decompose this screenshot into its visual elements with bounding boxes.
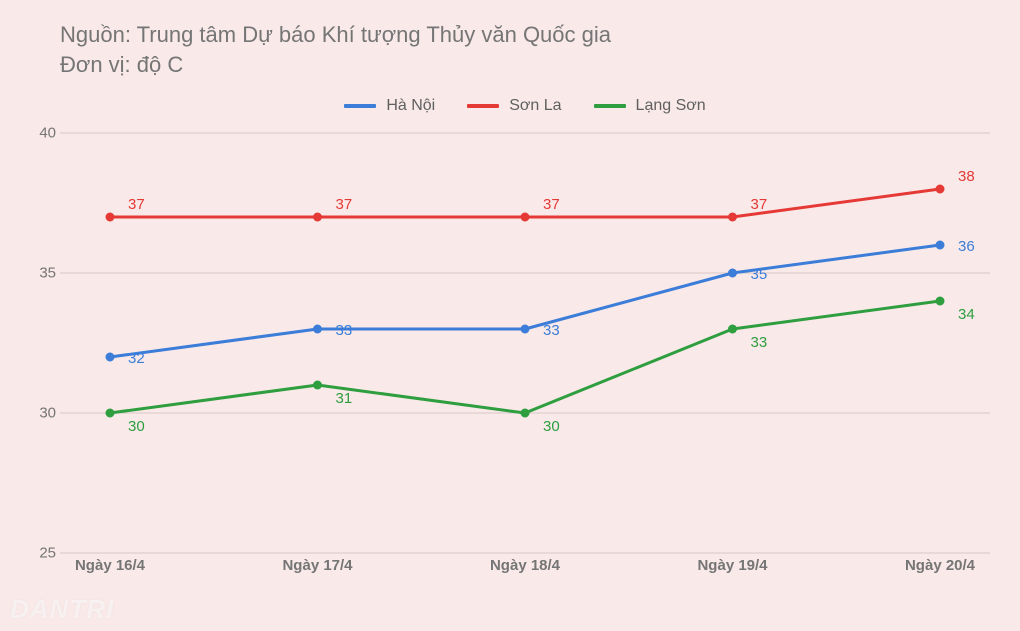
x-axis: Ngày 16/4 Ngày 17/4 Ngày 18/4 Ngày 19/4 Ngày… [60, 557, 990, 587]
title-line-1: Nguồn: Trung tâm Dự báo Khí tượng Thủy v… [60, 20, 990, 50]
point-label: 33 [336, 322, 353, 339]
title-line-2: Đơn vị: độ C [60, 50, 990, 80]
x-tick-label: Ngày 17/4 [282, 557, 352, 574]
data-point [106, 409, 115, 418]
point-label: 37 [543, 196, 560, 213]
y-tick-label: 35 [20, 265, 56, 282]
x-tick-label: Ngày 18/4 [490, 557, 560, 574]
point-label: 37 [751, 196, 768, 213]
chart-container: Nguồn: Trung tâm Dự báo Khí tượng Thủy v… [0, 0, 1020, 631]
plot-area: 323333353637373737383031303334 25303540 … [60, 133, 990, 553]
legend-label: Hà Nội [386, 97, 435, 115]
point-label: 36 [958, 238, 975, 255]
legend-swatch [344, 104, 376, 108]
y-tick-label: 25 [20, 545, 56, 562]
point-label: 34 [958, 306, 975, 323]
data-point [313, 325, 322, 334]
data-point [313, 381, 322, 390]
data-point [728, 269, 737, 278]
data-point [936, 241, 945, 250]
y-axis: 25303540 [20, 133, 56, 553]
point-label: 33 [543, 322, 560, 339]
data-point [106, 213, 115, 222]
point-label: 37 [128, 196, 145, 213]
point-label: 33 [751, 334, 768, 351]
point-label: 32 [128, 350, 145, 367]
series-line [110, 245, 940, 357]
plot-svg: 32 33 33 35 36 37 37 37 37 38 30 31 30 33 34 [60, 133, 990, 553]
x-tick-label: Ngày 20/4 [905, 557, 975, 574]
point-label: 31 [336, 390, 353, 407]
point-label: 30 [128, 418, 145, 435]
data-point [521, 325, 530, 334]
y-tick-label: 40 [20, 125, 56, 142]
data-point [106, 353, 115, 362]
legend-item: Hà Nội [344, 97, 435, 115]
x-tick-label: Ngày 16/4 [75, 557, 145, 574]
data-point [521, 213, 530, 222]
y-tick-label: 30 [20, 405, 56, 422]
point-label: 37 [336, 196, 353, 213]
point-label: 30 [543, 418, 560, 435]
point-label: 38 [958, 168, 975, 185]
series-line [110, 301, 940, 413]
data-point [728, 213, 737, 222]
legend-item: Sơn La [467, 97, 561, 115]
legend-label: Sơn La [509, 97, 561, 115]
legend-swatch [594, 104, 626, 108]
data-point [936, 185, 945, 194]
point-label: 35 [751, 266, 768, 283]
legend-swatch [467, 104, 499, 108]
chart-titles: Nguồn: Trung tâm Dự báo Khí tượng Thủy v… [60, 20, 990, 79]
data-point [313, 213, 322, 222]
legend: Hà Nội Sơn La Lạng Sơn [60, 97, 990, 115]
x-tick-label: Ngày 19/4 [697, 557, 767, 574]
legend-item: Lạng Sơn [594, 97, 706, 115]
data-point [936, 297, 945, 306]
data-point [521, 409, 530, 418]
legend-label: Lạng Sơn [636, 97, 706, 115]
data-point [728, 325, 737, 334]
